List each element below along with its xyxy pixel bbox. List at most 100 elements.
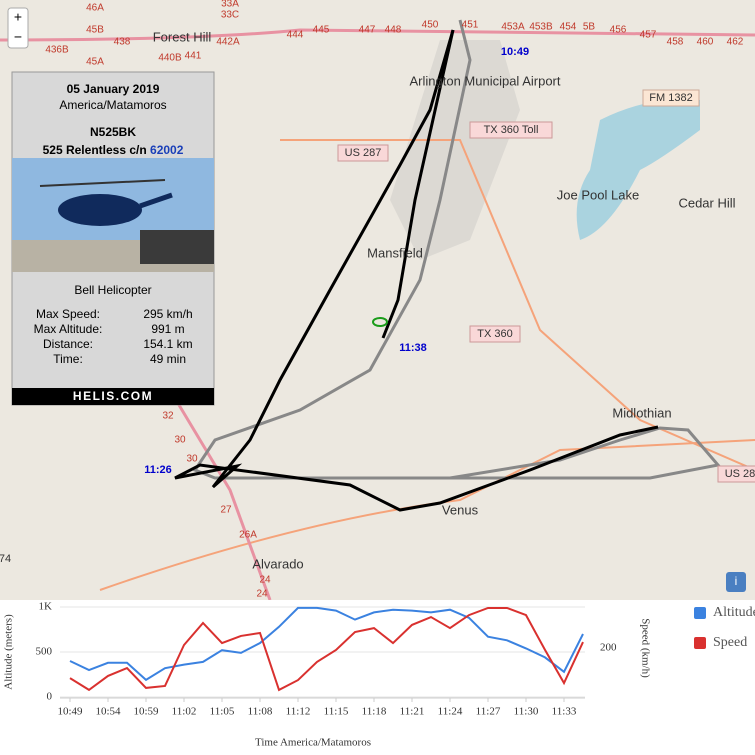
road-label: TX 360 Toll [484, 124, 539, 136]
exit-number: 436B [45, 45, 69, 56]
track-time: 11:26 [144, 464, 172, 476]
stat-value: 295 km/h [143, 307, 192, 321]
exit-number: 456 [610, 25, 627, 36]
stat-value: 154.1 km [143, 337, 192, 351]
exit-number: 33A [221, 0, 239, 10]
registration: N525BK [90, 125, 136, 139]
exit-number: 45A [86, 57, 104, 68]
exit-number: 460 [697, 37, 714, 48]
exit-number: 5B [583, 22, 596, 33]
place-label: Alvarado [252, 556, 303, 571]
y2-tick-label: 200 [600, 641, 617, 653]
x-tick-label: 11:05 [210, 706, 235, 718]
exit-number: 24 [259, 575, 271, 586]
zoom-in[interactable]: + [14, 9, 22, 25]
x-tick-label: 11:24 [438, 706, 463, 718]
road-shield [469, 325, 521, 343]
exit-number: 27 [220, 505, 232, 516]
exit-number: 33C [221, 10, 239, 21]
model-name: 525 Relentless c/n [43, 143, 147, 157]
place-label: Venus [442, 502, 479, 517]
x-tick-label: 11:21 [400, 706, 425, 718]
x-axis-label: Time America/Matamoros [255, 737, 371, 749]
exit-number: 444 [287, 30, 304, 41]
track-time: 10:49 [501, 46, 529, 58]
road [280, 139, 755, 471]
serial[interactable]: 62002 [150, 143, 184, 157]
place-label: Midlothian [612, 405, 671, 420]
y2-axis-label: Speed (km/h) [639, 618, 651, 678]
exit-number: 448 [385, 25, 402, 36]
stat-value: 991 m [151, 322, 184, 336]
legend-swatch [694, 607, 706, 619]
exit-number: 26A [239, 530, 257, 541]
exit-number: 457 [640, 30, 657, 41]
x-tick-label: 11:08 [248, 706, 273, 718]
exit-number: 458 [667, 37, 684, 48]
y-tick-label: 1K [39, 601, 53, 613]
x-tick-label: 10:49 [57, 706, 83, 718]
exit-number: 30 [186, 454, 198, 465]
exit-number: 24 [256, 589, 268, 600]
x-tick-label: 11:02 [172, 706, 197, 718]
stat-label: Time: [53, 352, 83, 366]
road-label: US 28 [725, 468, 755, 480]
road-label: FM 1382 [649, 92, 692, 104]
info-button[interactable] [726, 572, 746, 592]
model: 525 Relentless c/n 62002 [43, 143, 184, 157]
legend-swatch [694, 637, 706, 649]
road-shield [642, 89, 700, 107]
x-tick-label: 10:54 [95, 706, 121, 718]
highway [0, 28, 755, 42]
x-tick-label: 11:33 [552, 706, 577, 718]
zoom-control [7, 7, 29, 49]
road-label: TX 360 [477, 328, 512, 340]
legend-label: Altitude [713, 605, 755, 620]
maker[interactable]: Bell Helicopter [74, 283, 151, 297]
flight-track [174, 29, 659, 512]
flight-track [192, 19, 721, 480]
zoom-out[interactable]: − [14, 29, 22, 45]
y-axis-label: Altitude (meters) [3, 614, 15, 690]
y-tick-label: 0 [47, 691, 53, 703]
exit-number: 445 [313, 25, 330, 36]
exit-number: 450 [422, 20, 439, 31]
date: 05 January 2019 [67, 82, 160, 96]
highway [168, 389, 272, 601]
exit-number: 45B [86, 25, 104, 36]
x-tick-label: 11:18 [362, 706, 387, 718]
y-tick-label: 500 [36, 646, 53, 658]
series-line [69, 606, 584, 692]
exit-number: 453B [529, 22, 553, 33]
urban-area [390, 40, 520, 260]
x-tick-label: 11:30 [514, 706, 539, 718]
photo-hangar [140, 230, 214, 264]
x-tick-label: 10:59 [133, 706, 159, 718]
exit-number: 447 [359, 25, 376, 36]
exit-number: 30 [174, 435, 186, 446]
road-shield [337, 144, 389, 162]
exit-number: 438 [114, 37, 131, 48]
info-button-label[interactable]: i [735, 574, 738, 588]
photo-rotor [39, 179, 166, 187]
flight-track [381, 29, 455, 339]
stat-label: Distance: [43, 337, 93, 351]
road-label: US 287 [345, 147, 382, 159]
place-label: Cedar Hill [678, 195, 735, 210]
exit-number: 454 [560, 22, 577, 33]
exit-number: 46A [86, 3, 104, 14]
place-label: Forest Hill [153, 29, 212, 44]
track-time: 11:38 [399, 342, 427, 354]
exit-number: 453A [501, 22, 525, 33]
legend-label: Speed [713, 635, 747, 650]
road-label: 74 [0, 553, 11, 565]
road-shield [469, 121, 553, 139]
exit-number: 462 [727, 37, 744, 48]
stat-value: 49 min [150, 352, 186, 366]
photo-tail [139, 192, 173, 209]
helicopter-icon [372, 317, 388, 327]
stat-label: Max Speed: [36, 307, 100, 321]
lake [576, 99, 700, 240]
exit-number: 441 [185, 51, 202, 62]
